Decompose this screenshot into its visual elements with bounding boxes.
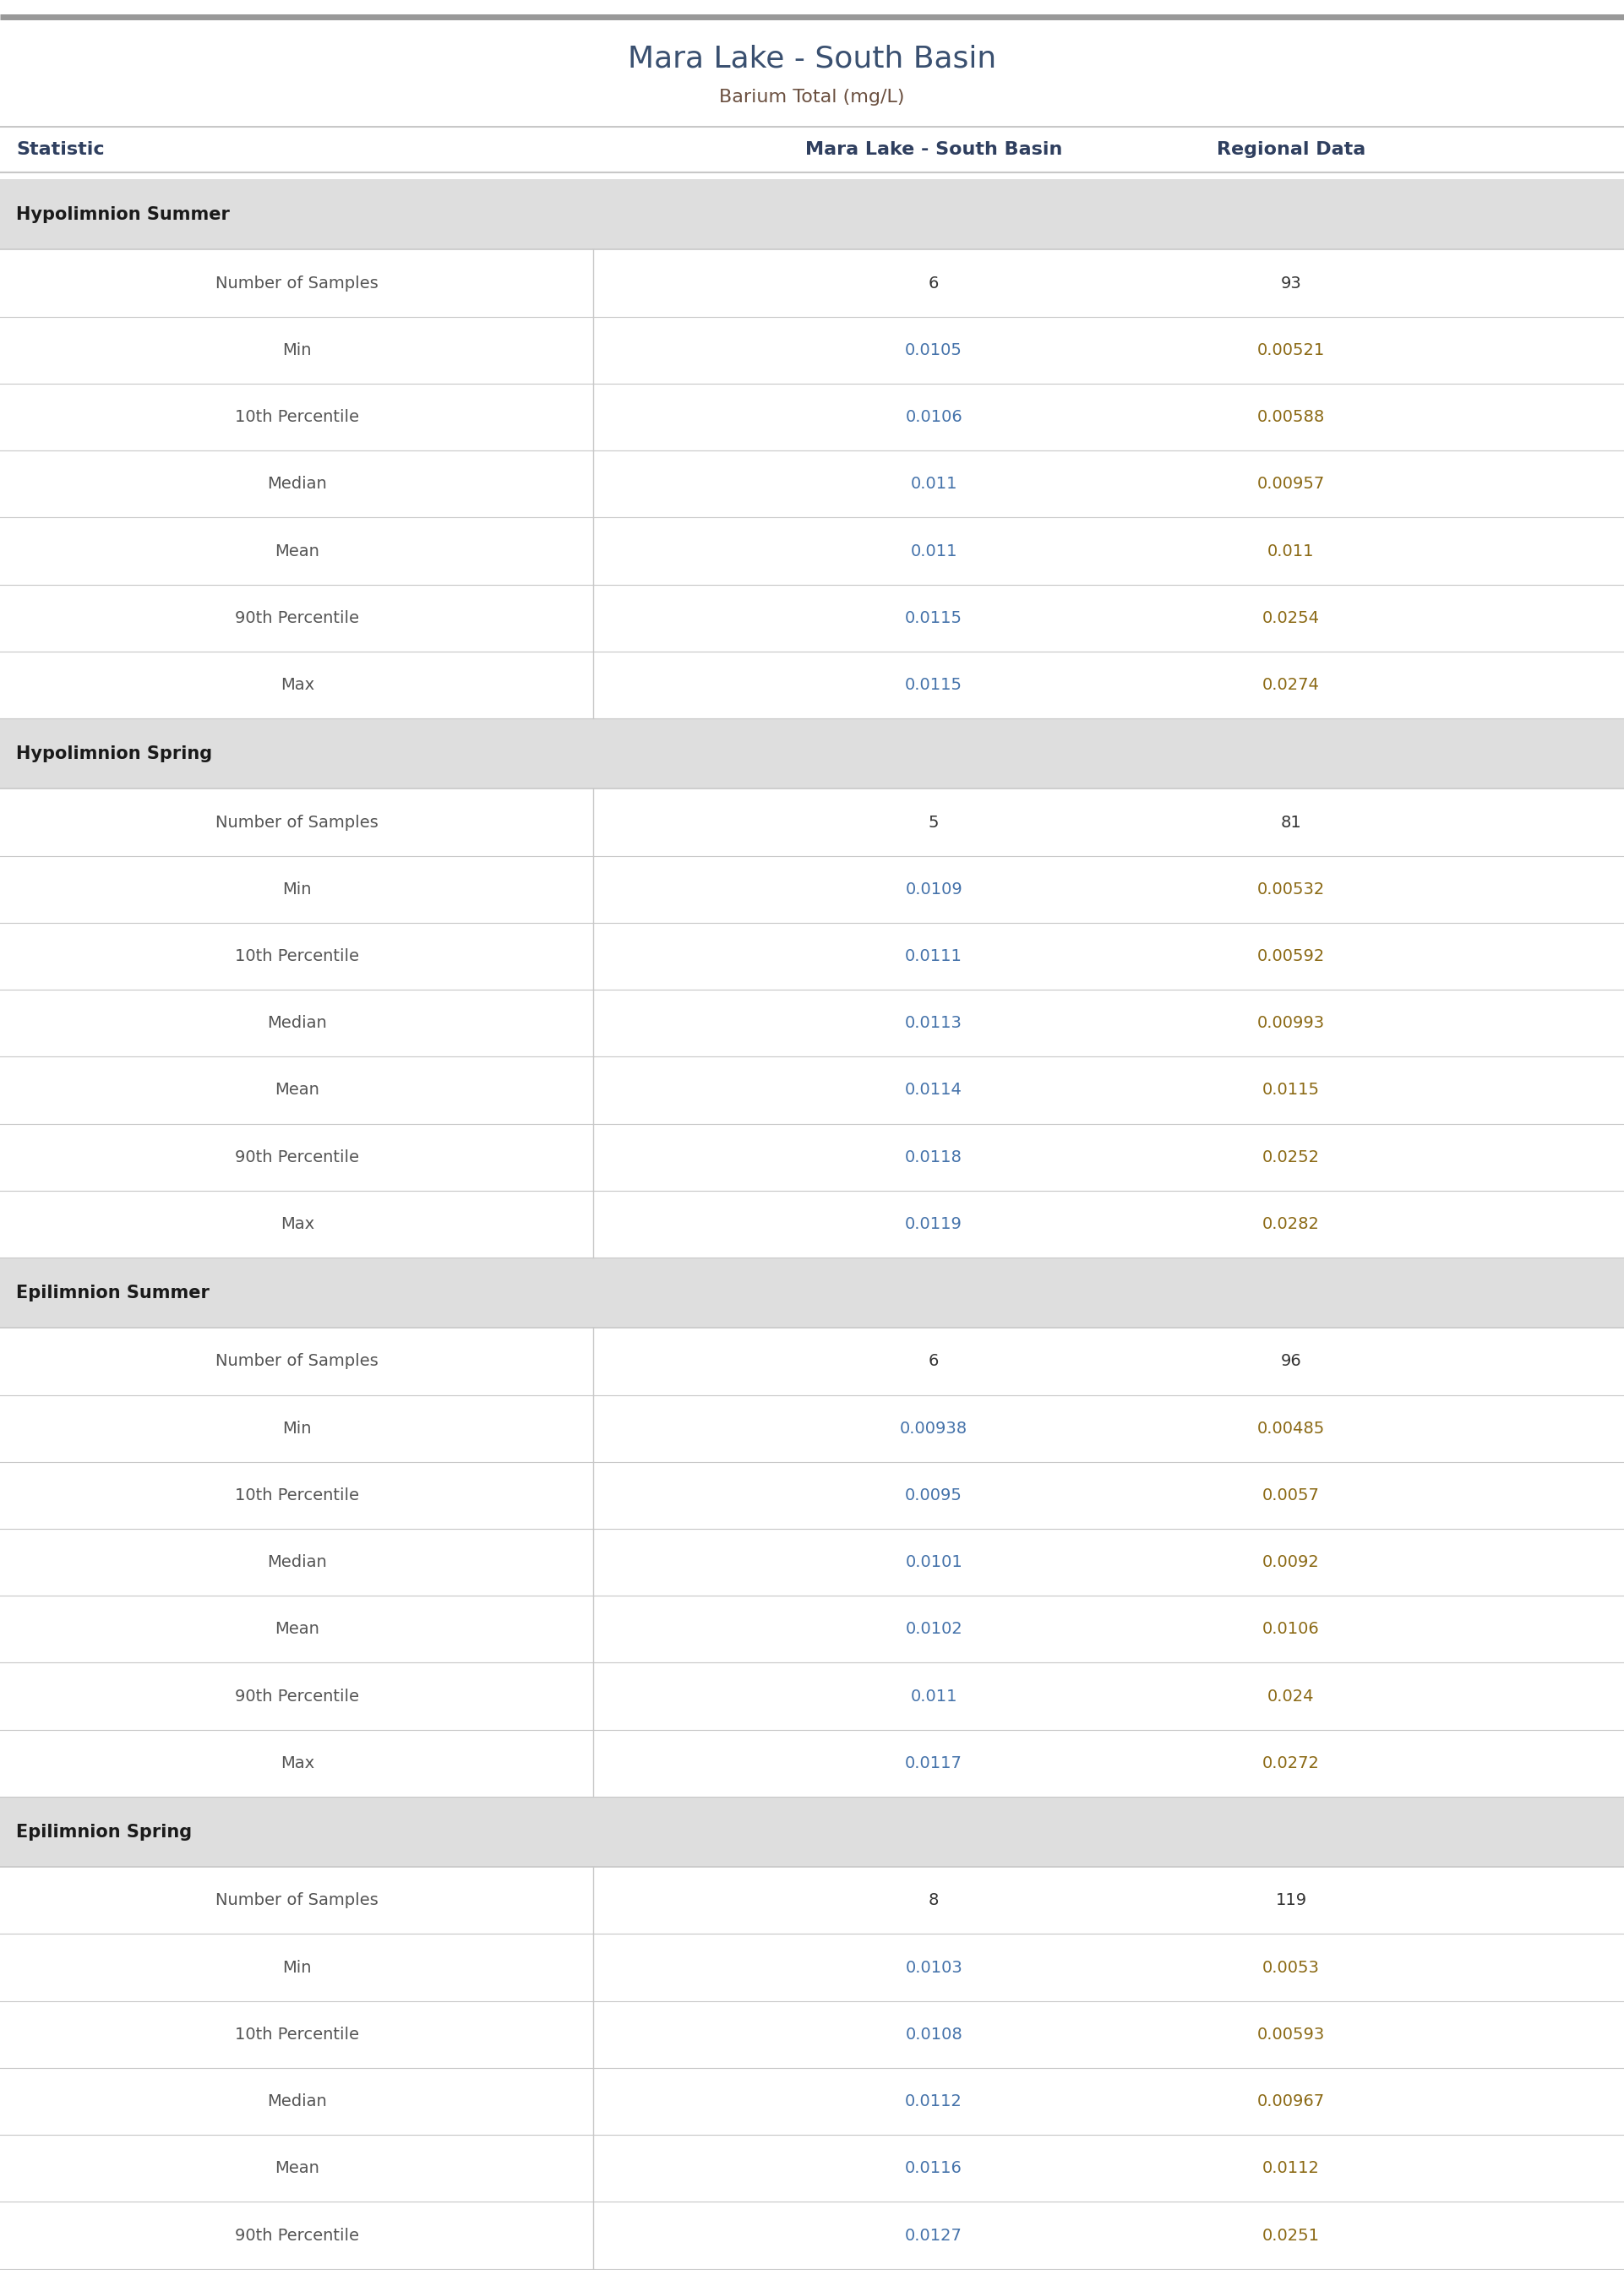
Text: 0.00593: 0.00593 — [1257, 2027, 1325, 2043]
Text: 0.0117: 0.0117 — [905, 1755, 963, 1771]
Text: 0.0127: 0.0127 — [905, 2227, 963, 2243]
Text: Hypolimnion Summer: Hypolimnion Summer — [16, 207, 231, 222]
Text: 0.0111: 0.0111 — [905, 949, 963, 965]
Text: 0.0274: 0.0274 — [1262, 676, 1320, 692]
Text: Median: Median — [268, 1015, 326, 1031]
Text: Min: Min — [283, 343, 312, 359]
Text: Statistic: Statistic — [16, 141, 104, 159]
Text: 0.0113: 0.0113 — [905, 1015, 963, 1031]
Text: 0.00532: 0.00532 — [1257, 881, 1325, 897]
Text: 5: 5 — [929, 815, 939, 831]
Text: Number of Samples: Number of Samples — [216, 1893, 378, 1909]
Text: Mean: Mean — [274, 543, 320, 558]
Text: Mean: Mean — [274, 1621, 320, 1637]
Text: 0.0095: 0.0095 — [905, 1487, 963, 1503]
Text: Mara Lake - South Basin: Mara Lake - South Basin — [628, 45, 996, 73]
Text: 0.00588: 0.00588 — [1257, 409, 1325, 424]
Text: 0.0115: 0.0115 — [905, 676, 963, 692]
Text: 90th Percentile: 90th Percentile — [235, 1689, 359, 1705]
Text: 0.0115: 0.0115 — [1262, 1083, 1320, 1099]
Text: Min: Min — [283, 1421, 312, 1437]
Text: Min: Min — [283, 1959, 312, 1975]
Bar — [0, 1796, 1624, 1866]
Text: 0.0101: 0.0101 — [905, 1555, 963, 1571]
Text: 0.00938: 0.00938 — [900, 1421, 968, 1437]
Text: Epilimnion Summer: Epilimnion Summer — [16, 1285, 209, 1301]
Text: 0.00592: 0.00592 — [1257, 949, 1325, 965]
Text: 0.0272: 0.0272 — [1262, 1755, 1320, 1771]
Bar — [0, 1258, 1624, 1328]
Text: 0.0108: 0.0108 — [905, 2027, 963, 2043]
Text: 0.0252: 0.0252 — [1262, 1149, 1320, 1165]
Bar — [0, 717, 1624, 788]
Text: Mara Lake - South Basin: Mara Lake - South Basin — [806, 141, 1062, 159]
Text: 0.011: 0.011 — [1268, 543, 1314, 558]
Text: 0.011: 0.011 — [911, 1689, 957, 1705]
Text: 0.0112: 0.0112 — [905, 2093, 963, 2109]
Text: Median: Median — [268, 1555, 326, 1571]
Text: Median: Median — [268, 477, 326, 493]
Text: Hypolimnion Spring: Hypolimnion Spring — [16, 745, 213, 763]
Text: Number of Samples: Number of Samples — [216, 815, 378, 831]
Text: 0.011: 0.011 — [911, 543, 957, 558]
Text: Mean: Mean — [274, 2161, 320, 2177]
Text: 0.00957: 0.00957 — [1257, 477, 1325, 493]
Text: 10th Percentile: 10th Percentile — [235, 2027, 359, 2043]
Text: Median: Median — [268, 2093, 326, 2109]
Text: 119: 119 — [1275, 1893, 1307, 1909]
Text: 0.0115: 0.0115 — [905, 611, 963, 627]
Text: Max: Max — [281, 1217, 313, 1233]
Text: 0.0105: 0.0105 — [905, 343, 963, 359]
Text: Epilimnion Spring: Epilimnion Spring — [16, 1823, 192, 1841]
Text: 0.00967: 0.00967 — [1257, 2093, 1325, 2109]
Text: 0.0114: 0.0114 — [905, 1083, 963, 1099]
Text: 0.0118: 0.0118 — [905, 1149, 963, 1165]
Text: Min: Min — [283, 881, 312, 897]
Text: 96: 96 — [1281, 1353, 1301, 1369]
Text: 0.0282: 0.0282 — [1262, 1217, 1320, 1233]
Text: 90th Percentile: 90th Percentile — [235, 611, 359, 627]
Text: 81: 81 — [1281, 815, 1301, 831]
Text: 10th Percentile: 10th Percentile — [235, 949, 359, 965]
Text: 0.0053: 0.0053 — [1262, 1959, 1320, 1975]
Text: 8: 8 — [929, 1893, 939, 1909]
Text: 0.024: 0.024 — [1268, 1689, 1314, 1705]
Text: 0.0116: 0.0116 — [905, 2161, 963, 2177]
Text: 0.0112: 0.0112 — [1262, 2161, 1320, 2177]
Text: Number of Samples: Number of Samples — [216, 1353, 378, 1369]
Text: 0.00993: 0.00993 — [1257, 1015, 1325, 1031]
Text: 0.0106: 0.0106 — [905, 409, 963, 424]
Text: 0.0057: 0.0057 — [1262, 1487, 1320, 1503]
Text: 6: 6 — [929, 275, 939, 291]
Text: 10th Percentile: 10th Percentile — [235, 409, 359, 424]
Text: 0.0102: 0.0102 — [905, 1621, 963, 1637]
Text: 0.0254: 0.0254 — [1262, 611, 1320, 627]
Text: Number of Samples: Number of Samples — [216, 275, 378, 291]
Text: Max: Max — [281, 676, 313, 692]
Text: 0.0119: 0.0119 — [905, 1217, 963, 1233]
Text: Max: Max — [281, 1755, 313, 1771]
Text: 90th Percentile: 90th Percentile — [235, 2227, 359, 2243]
Text: Mean: Mean — [274, 1083, 320, 1099]
Text: 0.0251: 0.0251 — [1262, 2227, 1320, 2243]
Text: 93: 93 — [1281, 275, 1301, 291]
Text: 0.0103: 0.0103 — [905, 1959, 963, 1975]
Text: 0.011: 0.011 — [911, 477, 957, 493]
Text: 0.0109: 0.0109 — [905, 881, 963, 897]
Text: Barium Total (mg/L): Barium Total (mg/L) — [719, 89, 905, 107]
Text: 0.00521: 0.00521 — [1257, 343, 1325, 359]
Text: 0.0106: 0.0106 — [1262, 1621, 1320, 1637]
Text: 6: 6 — [929, 1353, 939, 1369]
Text: 10th Percentile: 10th Percentile — [235, 1487, 359, 1503]
Text: 0.0092: 0.0092 — [1262, 1555, 1320, 1571]
Text: 90th Percentile: 90th Percentile — [235, 1149, 359, 1165]
Text: 0.00485: 0.00485 — [1257, 1421, 1325, 1437]
Text: Regional Data: Regional Data — [1216, 141, 1366, 159]
Bar — [0, 179, 1624, 250]
